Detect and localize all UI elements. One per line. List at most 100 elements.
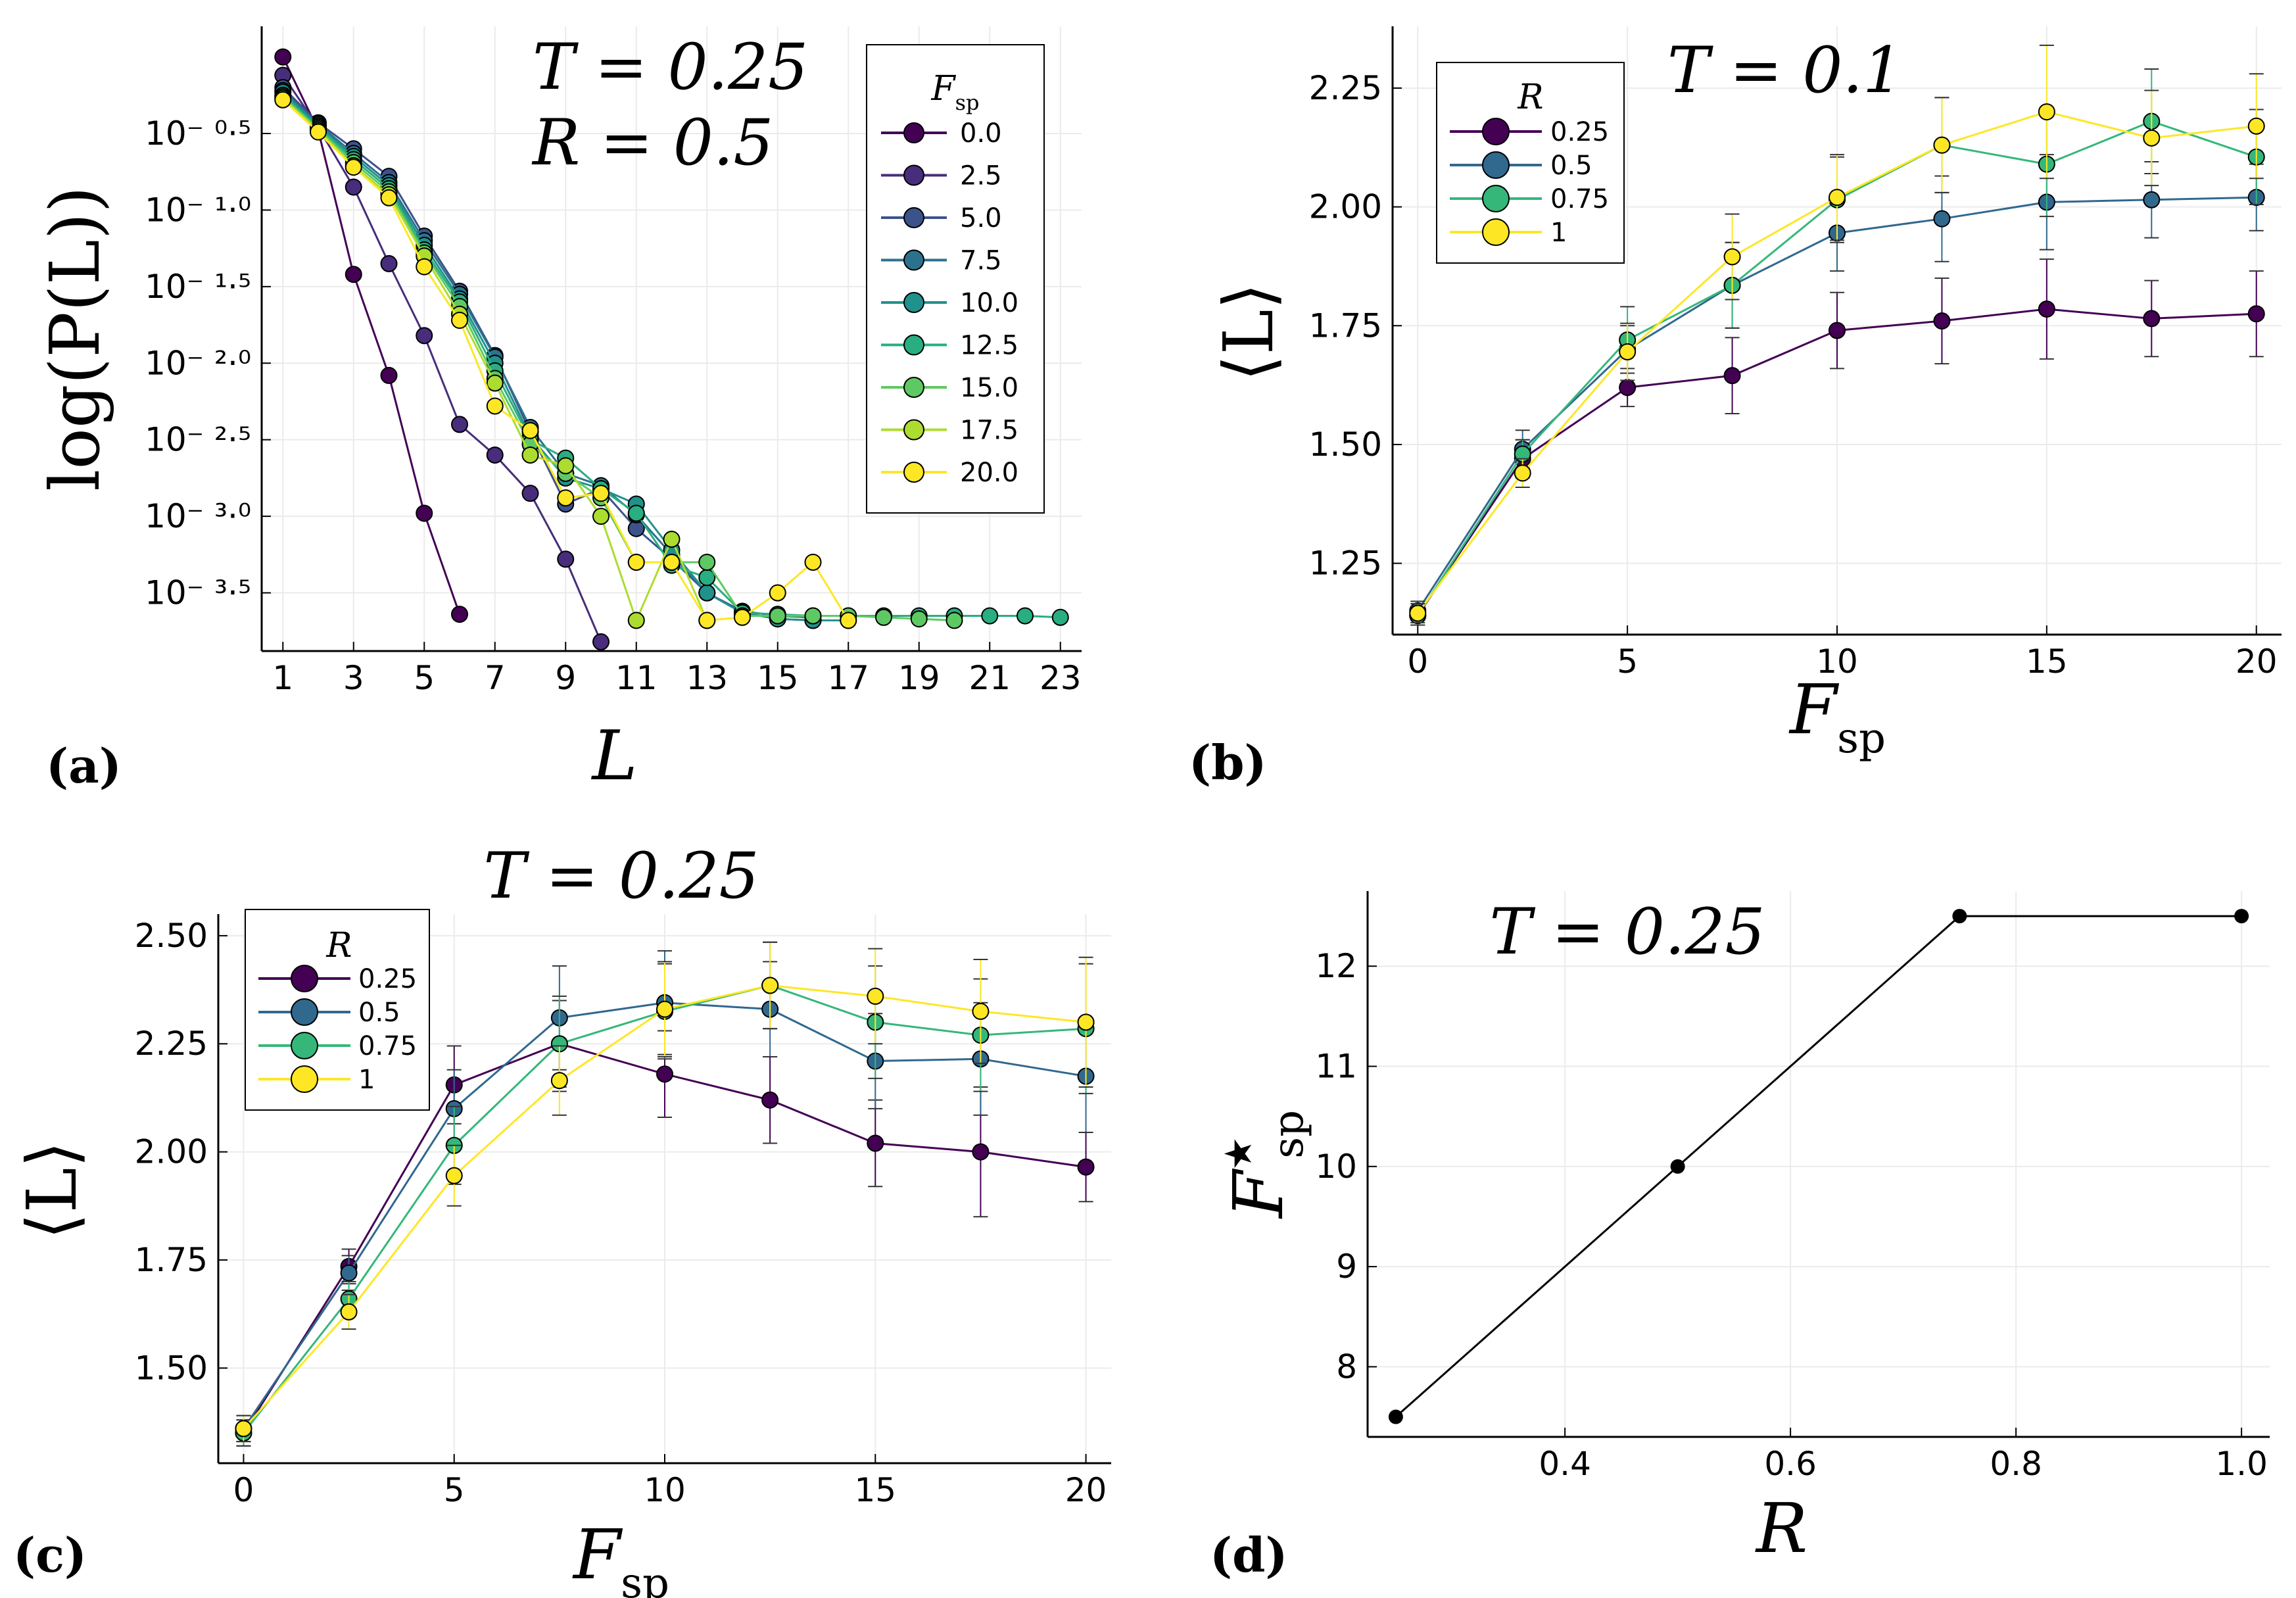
- data-point: [2143, 191, 2161, 208]
- data-point: [416, 504, 433, 522]
- legend-box: [1436, 62, 1625, 264]
- y-tick-label: 10⁻ ³·⁵: [145, 574, 251, 612]
- data-point: [1723, 248, 1741, 266]
- data-point: [451, 416, 468, 433]
- plot-title: T = 0.1: [1667, 34, 1903, 107]
- data-point: [1933, 136, 1951, 154]
- data-point: [910, 610, 928, 628]
- data-point: [2143, 310, 2161, 327]
- legend-label: 5.0: [960, 203, 1002, 233]
- annotation-radius: R = 0.5: [531, 106, 773, 180]
- legend-title: Fsp: [931, 69, 980, 115]
- x-axis-label: R: [1755, 1488, 1807, 1568]
- legend-label: 0.0: [960, 118, 1002, 149]
- x-tick-label: 5: [1617, 642, 1638, 681]
- data-point: [627, 553, 645, 571]
- data-point: [663, 553, 681, 571]
- x-tick-label: 21: [969, 659, 1011, 697]
- data-point: [235, 1420, 252, 1438]
- x-tick-label: 17: [827, 659, 869, 697]
- legend-marker: [903, 377, 924, 398]
- legend-marker: [291, 998, 318, 1026]
- x-tick-label: 15: [2026, 642, 2068, 681]
- y-tick-label: 10⁻ ³·⁰: [145, 497, 251, 535]
- legend-label: 1: [1550, 218, 1567, 248]
- data-point: [445, 1167, 463, 1184]
- data-point: [656, 1000, 673, 1018]
- series-line-0.0: [281, 56, 461, 615]
- data-point: [380, 254, 398, 272]
- legend-label: 1: [358, 1065, 375, 1095]
- y-axis-label: log(P(L)): [35, 186, 115, 491]
- x-tick-label: 13: [686, 659, 728, 697]
- legend-marker: [903, 292, 924, 313]
- data-point: [867, 987, 884, 1005]
- x-tick-label: 11: [615, 659, 658, 697]
- x-tick-label: 5: [414, 659, 435, 697]
- data-point: [380, 189, 398, 206]
- data-point: [310, 123, 327, 141]
- data-point: [1051, 608, 1069, 626]
- legend-label: 0.25: [358, 964, 417, 994]
- data-point: [1619, 379, 1637, 397]
- legend-label: 17.5: [960, 416, 1018, 446]
- x-tick-label: 0.4: [1539, 1445, 1591, 1483]
- x-tick-label: 0.8: [1990, 1445, 2042, 1483]
- x-tick-label: 3: [343, 659, 364, 697]
- data-point: [274, 91, 292, 109]
- data-point: [1933, 210, 1951, 228]
- data-point: [521, 422, 539, 439]
- y-tick-label: 2.25: [1309, 69, 1382, 107]
- data-point: [1409, 604, 1427, 622]
- y-tick-label: 10⁻ ⁰·⁵: [145, 114, 251, 153]
- legend-label: 7.5: [960, 246, 1002, 276]
- data-point: [1388, 1409, 1403, 1424]
- legend-marker: [291, 1032, 318, 1059]
- data-point: [804, 607, 822, 625]
- data-point: [1933, 312, 1951, 330]
- y-tick-label: 10: [1315, 1148, 1357, 1186]
- data-point: [486, 397, 504, 415]
- legend-marker: [903, 122, 924, 143]
- data-point: [2247, 117, 2265, 135]
- y-axis-label-group: F★sp: [1217, 1110, 1313, 1219]
- data-point: [627, 612, 645, 629]
- data-point: [1670, 1159, 1685, 1174]
- legend-marker: [903, 249, 924, 271]
- y-tick-label: 9: [1336, 1247, 1357, 1286]
- y-tick-label: 10⁻ ¹·⁵: [145, 268, 251, 306]
- y-axis-label: F★sp: [1217, 1110, 1313, 1219]
- y-tick-label: 2.00: [1309, 188, 1382, 226]
- data-point: [1514, 464, 1531, 482]
- y-tick-label: 1.50: [1309, 425, 1382, 464]
- y-tick-label: 10⁻ ²·⁵: [145, 421, 251, 459]
- data-point: [1829, 322, 1846, 339]
- legend-marker: [903, 334, 924, 356]
- legend-label: 0.5: [1550, 151, 1592, 181]
- plot-title: T = 0.25: [483, 839, 759, 913]
- data-point: [592, 508, 610, 525]
- data-point: [1077, 1013, 1095, 1031]
- panel-b: 0 5 10 15 20 1.25 1.50 1.75 2.00 2.25 T = 0.1 R0.25…: [1189, 26, 2282, 790]
- data-point: [557, 457, 575, 475]
- legend-title: R: [1517, 78, 1543, 117]
- legend-label: 2.5: [960, 161, 1002, 191]
- y-axis-label: ⟨L⟩: [12, 1141, 92, 1240]
- legend-marker: [1482, 185, 1510, 212]
- y-tick-label: 11: [1315, 1048, 1357, 1086]
- legend-marker: [903, 462, 924, 483]
- data-point: [416, 258, 433, 276]
- y-tick-label: 1.50: [135, 1349, 208, 1387]
- data-point: [875, 608, 892, 626]
- data-point: [867, 1134, 884, 1152]
- data-point: [972, 1143, 990, 1161]
- data-point: [451, 312, 468, 329]
- y-tick-label: 1.75: [1309, 306, 1382, 345]
- data-point: [340, 1264, 358, 1282]
- legend-label: 0.25: [1550, 117, 1609, 147]
- legend-box: [866, 44, 1045, 514]
- panel-label: (d): [1210, 1527, 1287, 1583]
- x-axis-label: L: [590, 715, 637, 796]
- x-tick-label: 0: [1407, 642, 1428, 681]
- data-point: [627, 504, 645, 522]
